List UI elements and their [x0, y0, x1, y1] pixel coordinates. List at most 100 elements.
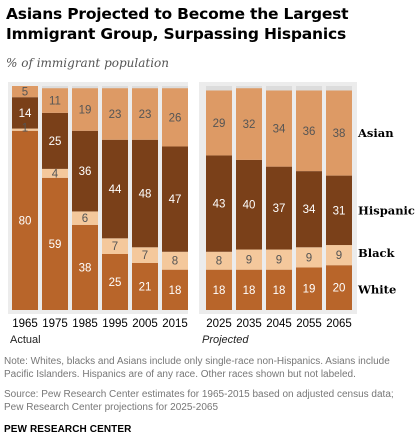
data-label-hispanic-2045: 37 [273, 203, 286, 215]
tick-label-2035: 2035 [236, 318, 262, 330]
tick-label-2055: 2055 [296, 318, 322, 330]
bar-black-2005 [132, 247, 158, 263]
data-label-hispanic-2015: 47 [169, 194, 182, 206]
bar-asian-1995 [102, 88, 128, 140]
tick-label-2015: 2015 [162, 318, 188, 330]
data-label-hispanic-2025: 43 [213, 199, 226, 211]
bar-white-1985 [72, 224, 98, 310]
bar-black-2015 [162, 251, 188, 270]
data-label-asian-2055: 36 [303, 126, 316, 138]
data-label-hispanic-2035: 40 [243, 200, 256, 212]
bar-asian-2035 [236, 88, 262, 160]
data-label-white-1965: 80 [19, 215, 32, 227]
bar-asian-1975 [42, 88, 68, 113]
data-label-black-2025: 8 [216, 256, 222, 268]
bar-hispanic-2005 [132, 139, 158, 248]
tick-label-2005: 2005 [132, 318, 158, 330]
data-label-asian-1985: 19 [79, 105, 92, 117]
chart-title: Asians Projected to Become the Largest I… [6, 5, 349, 43]
data-label-black-1985: 6 [82, 213, 88, 225]
bar-black-2065 [326, 245, 352, 266]
bar-asian-2065 [326, 90, 352, 176]
bar-hispanic-2025 [206, 155, 232, 252]
chart-note: Note: Whites, blacks and Asians include … [4, 356, 390, 380]
bar-white-2015 [162, 269, 188, 310]
data-label-white-2035: 18 [243, 285, 256, 297]
bar-hispanic-2015 [162, 146, 188, 252]
data-label-black-2005: 7 [142, 250, 148, 262]
tick-label-2045: 2045 [266, 318, 292, 330]
data-label-black-2015: 8 [172, 256, 178, 268]
bar-black-1985 [72, 211, 98, 225]
data-label-white-2055: 19 [303, 284, 316, 296]
bar-hispanic-2055 [296, 171, 322, 248]
data-label-asian-2035: 32 [243, 119, 256, 131]
data-label-hispanic-1965: 14 [19, 108, 32, 120]
bar-black-2055 [296, 247, 322, 268]
data-label-hispanic-1975: 25 [49, 136, 62, 148]
bar-asian-2015 [162, 88, 188, 147]
bar-asian-1965 [12, 86, 38, 98]
data-label-black-2055: 9 [306, 252, 312, 264]
bar-white-1965 [12, 130, 38, 310]
bar-hispanic-1995 [102, 139, 128, 239]
tick-label-1975: 1975 [42, 318, 68, 330]
legend-label-hispanic: Hispanic [358, 203, 415, 217]
tick-label-2025: 2025 [206, 318, 232, 330]
data-label-asian-1995: 23 [109, 109, 122, 121]
data-label-black-2065: 9 [336, 250, 342, 262]
data-label-hispanic-1985: 36 [79, 166, 92, 178]
data-label-hispanic-1995: 44 [109, 184, 122, 196]
stacked-bar-chart: 80 1 14 5 1965 59 4 25 11 1975 38 6 36 19 1985 25 7 44 23 1… [8, 82, 415, 346]
bar-hispanic-1975 [42, 112, 68, 169]
data-label-asian-2065: 38 [333, 128, 346, 140]
data-label-white-2045: 18 [273, 285, 286, 297]
bar-hispanic-2045 [266, 166, 292, 250]
bar-hispanic-1965 [12, 97, 38, 129]
legend-label-white: White [357, 283, 396, 297]
tick-label-1985: 1985 [72, 318, 98, 330]
data-label-asian-1965: 5 [22, 87, 28, 99]
data-label-white-2025: 18 [213, 285, 226, 297]
bar-asian-2055 [296, 90, 322, 172]
data-label-black-2035: 9 [246, 255, 252, 267]
tick-label-1995: 1995 [102, 318, 128, 330]
bar-black-2025 [206, 251, 232, 270]
data-label-asian-2005: 23 [139, 109, 152, 121]
data-label-white-1995: 25 [109, 277, 122, 289]
bar-white-2035 [236, 269, 262, 310]
bar-black-1965 [12, 128, 38, 131]
tick-label-1965: 1965 [12, 318, 38, 330]
bar-hispanic-2065 [326, 175, 352, 246]
data-label-asian-2045: 34 [273, 124, 286, 136]
data-label-white-1975: 59 [49, 239, 62, 251]
chart-source: Source: Pew Research Center estimates fo… [4, 389, 394, 413]
data-label-black-1975: 4 [52, 168, 59, 180]
group-label-actual: Actual [10, 334, 41, 346]
data-label-asian-2025: 29 [213, 118, 226, 130]
bar-black-2045 [266, 249, 292, 270]
bar-white-2005 [132, 262, 158, 310]
bar-black-2035 [236, 249, 262, 270]
bar-asian-2025 [206, 90, 232, 156]
bar-asian-2005 [132, 88, 158, 140]
bar-hispanic-2035 [236, 159, 262, 250]
data-label-black-1965: 1 [22, 123, 28, 135]
data-label-hispanic-2065: 31 [333, 205, 346, 217]
bar-white-1995 [102, 254, 128, 310]
data-label-hispanic-2005: 48 [139, 189, 152, 201]
org-credit: PEW RESEARCH CENTER [4, 424, 132, 435]
data-label-white-2015: 18 [169, 285, 182, 297]
bar-asian-1985 [72, 88, 98, 131]
bar-white-2045 [266, 269, 292, 310]
bar-white-2065 [326, 265, 352, 310]
group-label-projected: Projected [202, 334, 249, 346]
tick-label-2065: 2065 [326, 318, 352, 330]
bar-white-2025 [206, 269, 232, 310]
bar-white-1975 [42, 177, 68, 310]
data-label-asian-2015: 26 [169, 112, 182, 124]
data-label-white-2065: 20 [333, 283, 346, 295]
legend-label-black: Black [358, 246, 396, 260]
data-label-white-1985: 38 [79, 262, 92, 274]
data-label-black-1995: 7 [112, 241, 118, 253]
